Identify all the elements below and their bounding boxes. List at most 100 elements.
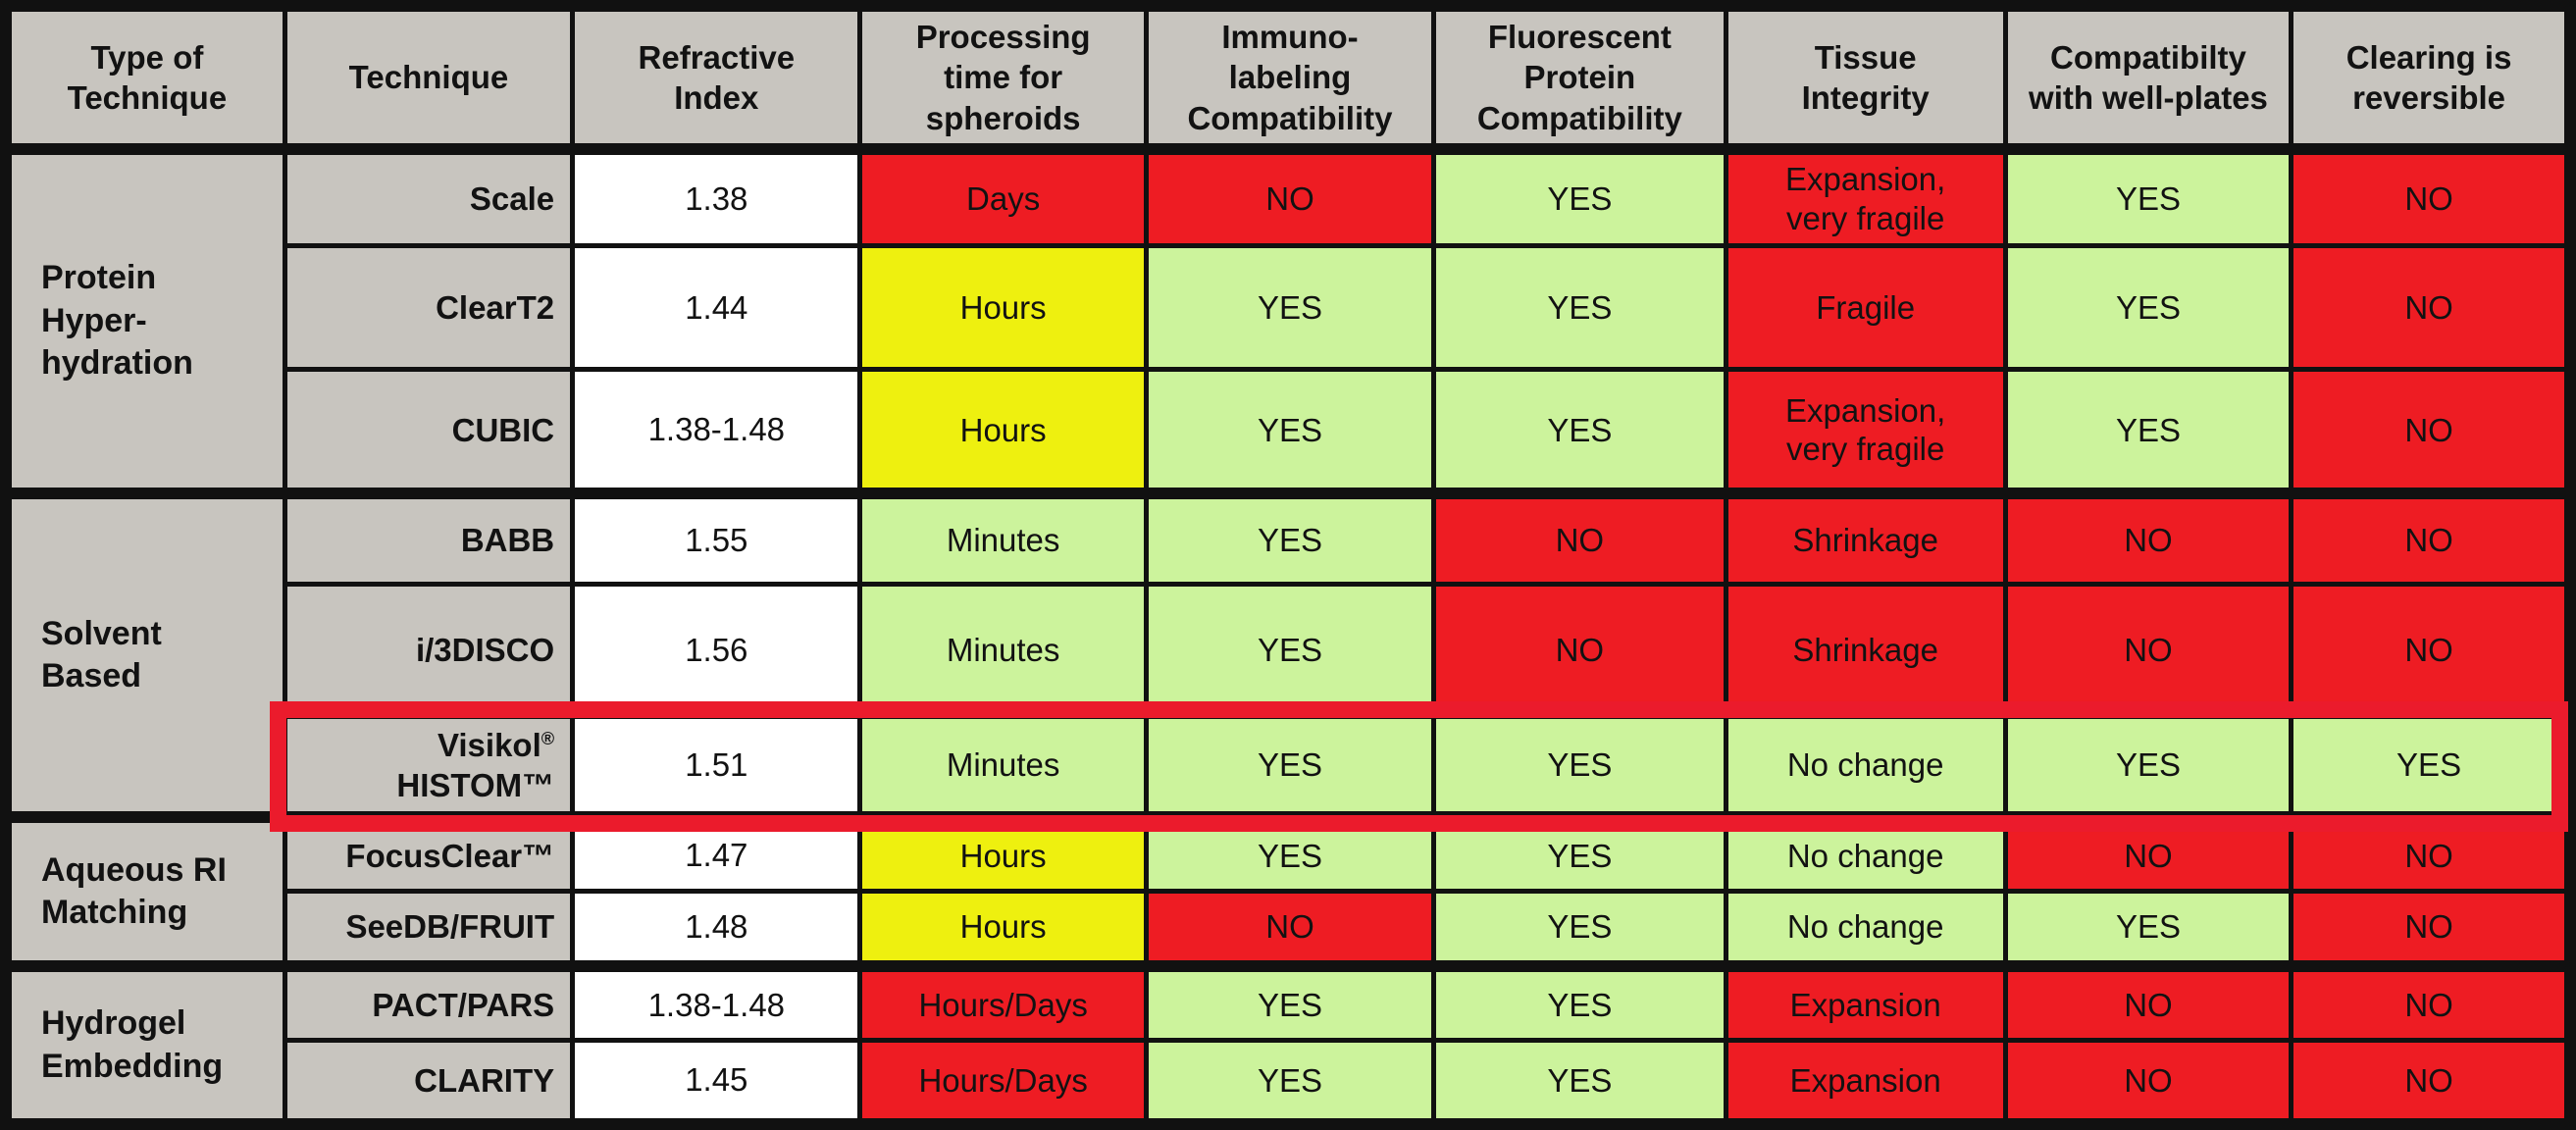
value-cell: YES xyxy=(1143,713,1437,820)
technique-cell: PACT/PARS xyxy=(282,960,576,1043)
value-cell: NO xyxy=(2289,581,2573,719)
value-cell: NO xyxy=(2289,243,2573,373)
column-header-refractive-index: Refractive Index xyxy=(570,3,863,152)
value-cell: NO xyxy=(1431,581,1728,719)
value-cell: NO xyxy=(2002,960,2294,1043)
value-cell: YES xyxy=(2002,713,2294,820)
value-cell: YES xyxy=(2289,713,2573,820)
column-header-immunolabeling: Immuno- labeling Compatibility xyxy=(1143,3,1437,152)
technique-cell: i/3DISCO xyxy=(282,581,576,719)
refractive-index-cell: 1.38-1.48 xyxy=(570,960,863,1043)
refractive-index-cell: 1.45 xyxy=(570,1037,863,1127)
header-row: Type of Technique Technique Refractive I… xyxy=(3,3,2573,152)
value-cell: YES xyxy=(2002,243,2294,373)
value-cell: NO xyxy=(2289,888,2573,969)
column-header-reversible: Clearing is reversible xyxy=(2289,3,2573,152)
value-cell: Hours/Days xyxy=(857,960,1149,1043)
technique-cell: CLARITY xyxy=(282,1037,576,1127)
value-cell: No change xyxy=(1723,888,2008,969)
value-cell: YES xyxy=(1431,367,1728,496)
refractive-index-cell: 1.55 xyxy=(570,488,863,587)
refractive-index-cell: 1.44 xyxy=(570,243,863,373)
value-cell: NO xyxy=(2289,1037,2573,1127)
value-cell: YES xyxy=(1431,143,1728,249)
table-row: CLARITY 1.45 Hours/Days YES YES Expansion NO NO xyxy=(6,1037,2573,1127)
group-label: Solvent Based xyxy=(3,488,287,820)
value-cell: NO xyxy=(2289,143,2573,249)
value-cell: YES xyxy=(1143,488,1437,587)
value-cell: NO xyxy=(1143,888,1437,969)
value-cell: NO xyxy=(2002,1037,2294,1127)
value-cell: YES xyxy=(1431,811,1728,894)
table-row: SeeDB/FRUIT 1.48 Hours NO YES No change YES NO xyxy=(6,888,2573,969)
value-cell: Expansion, very fragile xyxy=(1723,367,2008,496)
value-cell: YES xyxy=(1431,888,1728,969)
table-row: CUBIC 1.38-1.48 Hours YES YES Expansion, very… xyxy=(6,367,2573,496)
value-cell: Hours xyxy=(857,811,1149,894)
value-cell: NO xyxy=(2002,581,2294,719)
value-cell: NO xyxy=(2289,811,2573,894)
value-cell: Shrinkage xyxy=(1723,581,2008,719)
value-cell: NO xyxy=(1431,488,1728,587)
table-row: Aqueous RI Matching FocusClear™ 1.47 Hours Y… xyxy=(3,811,2573,969)
technique-cell: ClearT2 xyxy=(282,243,576,373)
table-row: Solvent Based BABB 1.55 Minutes YES NO Shrinka… xyxy=(3,488,2573,820)
value-cell: YES xyxy=(1143,960,1437,1043)
value-cell: YES xyxy=(1143,811,1437,894)
value-cell: YES xyxy=(1431,713,1728,820)
refractive-index-cell: 1.38 xyxy=(570,143,863,249)
value-cell: Shrinkage xyxy=(1723,488,2008,587)
value-cell: NO xyxy=(2002,811,2294,894)
value-cell: Days xyxy=(857,143,1149,249)
group-label: Aqueous RI Matching xyxy=(3,811,287,969)
technique-cell: CUBIC xyxy=(282,367,576,496)
column-header-processing-time: Processing time for spheroids xyxy=(857,3,1149,152)
column-header-type-of-technique: Type of Technique xyxy=(3,3,287,152)
value-cell: NO xyxy=(2289,367,2573,496)
value-cell: YES xyxy=(2002,143,2294,249)
value-cell: YES xyxy=(1143,581,1437,719)
group-label: Hydrogel Embedding xyxy=(3,960,287,1127)
technique-cell: SeeDB/FRUIT xyxy=(282,888,576,969)
table-row: ClearT2 1.44 Hours YES YES Fragile YES NO xyxy=(6,243,2573,373)
column-header-fluorescent-protein: Fluorescent Protein Compatibility xyxy=(1431,3,1728,152)
value-cell: Fragile xyxy=(1723,243,2008,373)
value-cell: YES xyxy=(2002,367,2294,496)
value-cell: Expansion xyxy=(1723,960,2008,1043)
refractive-index-cell: 1.47 xyxy=(570,811,863,894)
refractive-index-cell: 1.51 xyxy=(570,713,863,820)
value-cell: YES xyxy=(1431,960,1728,1043)
technique-cell: Visikol® HISTOM™ xyxy=(282,713,576,820)
table-row: i/3DISCO 1.56 Minutes YES NO Shrinkage NO NO xyxy=(6,581,2573,719)
refractive-index-cell: 1.38-1.48 xyxy=(570,367,863,496)
value-cell: Hours xyxy=(857,888,1149,969)
group-label: Protein Hyper- hydration xyxy=(3,142,287,496)
technique-cell: FocusClear™ xyxy=(282,811,576,894)
value-cell: No change xyxy=(1723,713,2008,820)
value-cell: YES xyxy=(1143,1037,1437,1127)
value-cell: Expansion xyxy=(1723,1037,2008,1127)
value-cell: NO xyxy=(1143,143,1437,249)
table-body: Protein Hyper- hydration Scale 1.38 Days NO Y… xyxy=(3,142,2573,1127)
value-cell: NO xyxy=(2289,960,2573,1043)
value-cell: Minutes xyxy=(857,488,1149,587)
refractive-index-cell: 1.48 xyxy=(570,888,863,969)
table-row: Visikol® HISTOM™ 1.51 Minutes YES YES No chang… xyxy=(6,713,2573,820)
value-cell: Hours xyxy=(857,367,1149,496)
value-cell: Minutes xyxy=(857,581,1149,719)
technique-cell: Scale xyxy=(282,143,576,249)
value-cell: NO xyxy=(2289,488,2573,587)
value-cell: YES xyxy=(2002,888,2294,969)
value-cell: YES xyxy=(1143,367,1437,496)
value-cell: YES xyxy=(1143,243,1437,373)
table-row: Hydrogel Embedding PACT/PARS 1.38-1.48 Hour… xyxy=(3,960,2573,1127)
table-row: Protein Hyper- hydration Scale 1.38 Days NO Y… xyxy=(3,142,2573,496)
column-header-technique: Technique xyxy=(282,3,576,152)
value-cell: Hours xyxy=(857,243,1149,373)
value-cell: Expansion, very fragile xyxy=(1723,143,2008,249)
value-cell: Minutes xyxy=(857,713,1149,820)
technique-cell: BABB xyxy=(282,488,576,587)
value-cell: Hours/Days xyxy=(857,1037,1149,1127)
